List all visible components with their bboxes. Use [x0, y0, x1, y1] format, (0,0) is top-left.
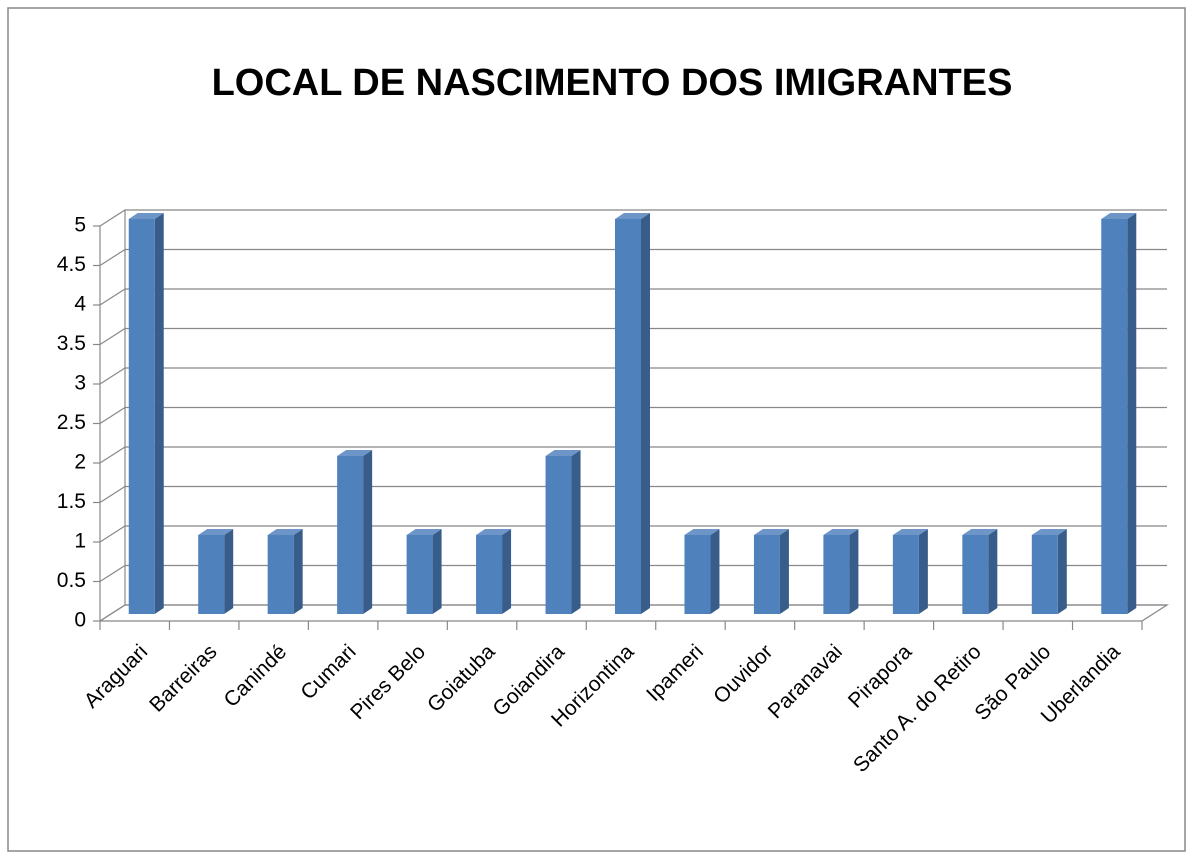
grid-line [99, 288, 1167, 306]
grid-line [99, 525, 1167, 543]
bar-side [918, 529, 928, 614]
y-tick-label: 0.5 [57, 569, 86, 592]
bar [615, 213, 650, 614]
y-tick-label: 4.5 [57, 253, 86, 276]
bar [337, 450, 373, 614]
bar-side [363, 450, 373, 614]
bar-top [198, 529, 234, 535]
y-tick-label: 3 [74, 372, 86, 395]
bar [476, 529, 512, 614]
bar-front [1101, 219, 1128, 614]
bar-top [267, 529, 303, 535]
bar-front [615, 219, 641, 614]
bar-side [1057, 529, 1067, 614]
bar-top [615, 213, 650, 219]
bar-front [267, 535, 294, 614]
chart-border [7, 7, 1186, 852]
y-tick-label: 3.5 [57, 332, 86, 355]
y-tick-label: 4 [74, 293, 86, 316]
bar [684, 529, 720, 614]
y-tick-label: 1.5 [57, 490, 86, 513]
bar [545, 450, 581, 614]
bar [962, 529, 998, 614]
bar-front [337, 456, 364, 614]
grid-line [99, 327, 1167, 346]
bar-top [684, 529, 720, 535]
bar-top [476, 529, 512, 535]
bar-top [337, 450, 373, 456]
bar [1031, 529, 1067, 614]
bar [1101, 213, 1137, 614]
grid-line [99, 248, 1167, 267]
bar-front [545, 456, 572, 614]
bar-top [1101, 213, 1137, 219]
bar-top [406, 529, 442, 535]
bar-front [892, 535, 919, 614]
bar-side [571, 450, 581, 614]
bar-side [1127, 213, 1137, 614]
bar [823, 529, 859, 614]
bar-side [224, 529, 234, 614]
bar [406, 529, 442, 614]
grid-line [99, 485, 1167, 504]
y-tick-label: 2.5 [57, 411, 86, 434]
bar [128, 213, 164, 614]
grid-line [99, 406, 1167, 425]
bar-top [1031, 529, 1067, 535]
grid-line [99, 209, 1167, 227]
bar-front [198, 535, 225, 614]
bar [198, 529, 234, 614]
bar-side [641, 213, 650, 614]
y-tick-label: 5 [74, 214, 86, 237]
bar-front [406, 535, 433, 614]
bar-side [502, 529, 512, 614]
bar-side [779, 529, 789, 614]
bar [753, 529, 789, 614]
bar-side [988, 529, 998, 614]
bar-top [962, 529, 998, 535]
bar-front [128, 219, 155, 614]
bar-top [753, 529, 789, 535]
bar-front [1031, 535, 1058, 614]
bar [267, 529, 303, 614]
bar [892, 529, 928, 614]
bar-front [823, 535, 850, 614]
chart-title: LOCAL DE NASCIMENTO DOS IMIGRANTES [212, 62, 1013, 104]
y-tick-label: 2 [74, 451, 86, 474]
bar-side [710, 529, 720, 614]
bar-top [128, 213, 164, 219]
bar-top [823, 529, 859, 535]
bar-side [849, 529, 859, 614]
bar-side [154, 213, 164, 614]
bar-front [962, 535, 989, 614]
bar-side [293, 529, 303, 614]
bar-top [892, 529, 928, 535]
grid-line [99, 604, 1167, 622]
grid-line [99, 367, 1167, 385]
bar-side [432, 529, 442, 614]
y-tick-label: 1 [74, 530, 86, 553]
bar-top [545, 450, 581, 456]
grid-line [99, 564, 1167, 583]
y-tick-label: 0 [74, 609, 86, 632]
grid-line [99, 446, 1167, 464]
bar-front [684, 535, 711, 614]
bar-front [753, 535, 780, 614]
bar-front [476, 535, 503, 614]
